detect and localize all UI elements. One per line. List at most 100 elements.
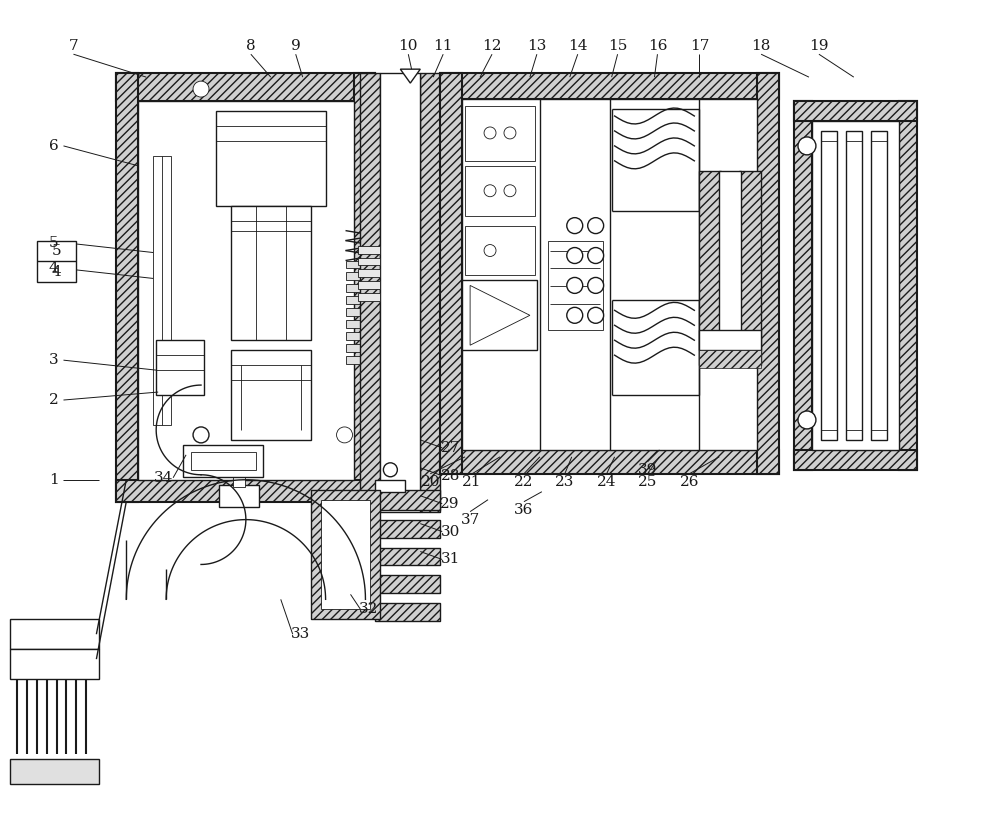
Text: 22: 22 (514, 475, 534, 489)
Bar (346, 333, 375, 340)
Bar (465, 106, 535, 161)
Bar (138, 101, 354, 480)
Bar (116, 73, 138, 502)
Bar (375, 575, 440, 593)
Circle shape (798, 137, 816, 155)
Text: 27: 27 (440, 441, 460, 455)
Bar (440, 73, 779, 99)
Bar (375, 548, 440, 566)
Bar (794, 101, 917, 121)
Text: 17: 17 (690, 39, 709, 53)
Bar (440, 450, 779, 474)
Polygon shape (470, 285, 530, 346)
Circle shape (588, 218, 604, 234)
Bar (358, 281, 380, 289)
Bar (156, 340, 204, 395)
Bar (311, 490, 380, 619)
Bar (465, 226, 535, 275)
Bar (219, 485, 259, 507)
Bar (116, 73, 138, 502)
Bar (231, 205, 311, 340)
Bar (116, 73, 375, 101)
Bar (465, 165, 535, 216)
Bar (358, 293, 380, 302)
Text: 30: 30 (440, 525, 460, 539)
Bar (10, 650, 99, 679)
Text: 6: 6 (49, 139, 58, 153)
Bar (375, 520, 440, 538)
Bar (321, 500, 370, 610)
Bar (440, 73, 779, 99)
Bar (346, 297, 375, 304)
Circle shape (567, 248, 583, 263)
Circle shape (567, 307, 583, 324)
Bar (699, 171, 721, 365)
Text: 34: 34 (153, 471, 173, 485)
Circle shape (567, 277, 583, 293)
Circle shape (504, 127, 516, 139)
Bar (375, 490, 440, 509)
Bar (231, 350, 311, 440)
Text: 1: 1 (49, 473, 58, 487)
Text: 3: 3 (49, 353, 58, 368)
Bar (699, 330, 761, 350)
Circle shape (588, 248, 604, 263)
Bar (871, 131, 887, 440)
Bar (354, 73, 375, 502)
Bar (821, 131, 837, 440)
Circle shape (193, 427, 209, 443)
Bar (10, 619, 99, 650)
Circle shape (383, 463, 397, 477)
Text: 14: 14 (568, 39, 587, 53)
Bar (183, 445, 263, 477)
Text: 10: 10 (399, 39, 418, 53)
Text: 31: 31 (440, 553, 460, 566)
Bar (346, 344, 375, 352)
Polygon shape (400, 69, 420, 83)
Text: 29: 29 (440, 496, 460, 511)
Bar (346, 272, 375, 280)
Bar (899, 101, 917, 469)
Text: 7: 7 (69, 39, 78, 53)
Text: 21: 21 (462, 475, 482, 489)
Bar (812, 121, 899, 450)
Circle shape (588, 307, 604, 324)
Bar (360, 73, 380, 512)
Text: 13: 13 (527, 39, 547, 53)
Bar (757, 73, 779, 474)
Bar (360, 73, 380, 512)
Text: 32: 32 (359, 602, 378, 616)
Bar (440, 73, 462, 474)
Bar (440, 450, 779, 474)
Text: 39: 39 (638, 463, 657, 477)
Text: 9: 9 (291, 39, 301, 53)
Bar (794, 450, 917, 469)
Bar (358, 270, 380, 277)
Bar (346, 320, 375, 328)
Text: 26: 26 (680, 475, 699, 489)
Bar (375, 520, 440, 538)
Text: 8: 8 (246, 39, 256, 53)
Bar (739, 171, 761, 365)
Bar (354, 73, 375, 502)
Text: 11: 11 (433, 39, 453, 53)
Bar (375, 548, 440, 566)
Bar (116, 480, 375, 502)
Bar (757, 73, 779, 474)
Bar (420, 73, 440, 512)
Bar (794, 101, 812, 469)
Circle shape (567, 218, 583, 234)
Bar (216, 111, 326, 205)
Bar (794, 450, 917, 469)
Bar (233, 475, 245, 487)
Bar (739, 171, 761, 365)
Bar (37, 240, 76, 283)
Bar (699, 171, 721, 365)
Bar (420, 73, 440, 512)
Text: 12: 12 (482, 39, 502, 53)
Text: 20: 20 (420, 475, 440, 489)
Bar (375, 603, 440, 621)
Bar (346, 261, 375, 268)
Text: 5: 5 (49, 236, 58, 249)
Bar (440, 73, 462, 474)
